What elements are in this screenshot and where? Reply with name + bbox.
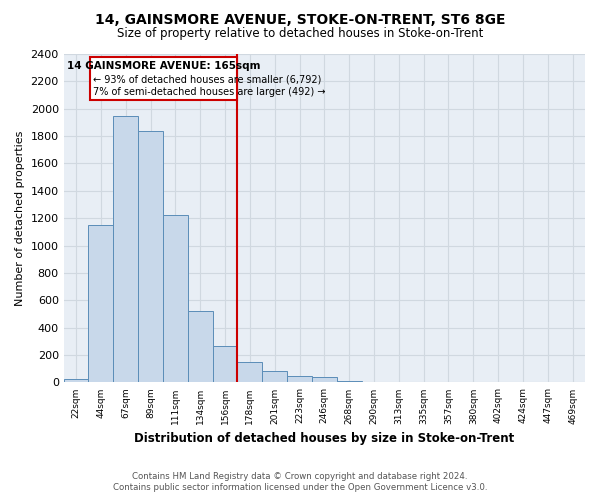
Text: 7% of semi-detached houses are larger (492) →: 7% of semi-detached houses are larger (4… bbox=[93, 87, 325, 97]
Bar bbox=[113, 116, 138, 382]
FancyBboxPatch shape bbox=[90, 58, 237, 100]
Bar bbox=[138, 130, 163, 382]
Text: Contains HM Land Registry data © Crown copyright and database right 2024.: Contains HM Land Registry data © Crown c… bbox=[132, 472, 468, 481]
Bar bbox=[163, 216, 188, 382]
Text: 14 GAINSMORE AVENUE: 165sqm: 14 GAINSMORE AVENUE: 165sqm bbox=[67, 61, 260, 71]
Text: Size of property relative to detached houses in Stoke-on-Trent: Size of property relative to detached ho… bbox=[117, 28, 483, 40]
Text: Contains public sector information licensed under the Open Government Licence v3: Contains public sector information licen… bbox=[113, 484, 487, 492]
X-axis label: Distribution of detached houses by size in Stoke-on-Trent: Distribution of detached houses by size … bbox=[134, 432, 514, 445]
Bar bbox=[262, 372, 287, 382]
Y-axis label: Number of detached properties: Number of detached properties bbox=[15, 130, 25, 306]
Text: ← 93% of detached houses are smaller (6,792): ← 93% of detached houses are smaller (6,… bbox=[93, 74, 321, 84]
Bar bbox=[64, 379, 88, 382]
Bar bbox=[212, 346, 238, 383]
Bar bbox=[287, 376, 312, 382]
Bar bbox=[337, 381, 362, 382]
Bar bbox=[88, 225, 113, 382]
Bar bbox=[238, 362, 262, 382]
Bar bbox=[312, 377, 337, 382]
Text: 14, GAINSMORE AVENUE, STOKE-ON-TRENT, ST6 8GE: 14, GAINSMORE AVENUE, STOKE-ON-TRENT, ST… bbox=[95, 12, 505, 26]
Bar bbox=[188, 312, 212, 382]
